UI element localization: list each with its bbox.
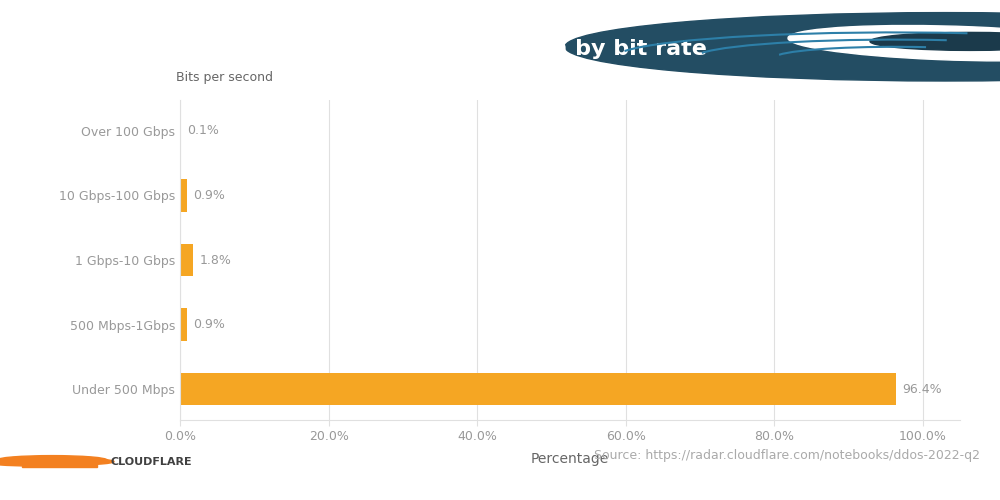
Text: 0.9%: 0.9% (193, 318, 225, 331)
Text: 96.4%: 96.4% (902, 383, 942, 396)
Text: Source: https://radar.cloudflare.com/notebooks/ddos-2022-q2: Source: https://radar.cloudflare.com/not… (594, 450, 980, 462)
Circle shape (565, 12, 1000, 81)
X-axis label: Percentage: Percentage (531, 452, 609, 466)
Text: 0.1%: 0.1% (187, 124, 219, 137)
Bar (180, 244, 193, 276)
FancyBboxPatch shape (22, 461, 97, 467)
Ellipse shape (788, 26, 1000, 61)
Circle shape (30, 458, 114, 465)
Text: Network-Layer DDoS Attacks - Distribution by bit rate: Network-Layer DDoS Attacks - Distributio… (30, 40, 707, 60)
Bar (180, 373, 896, 406)
Circle shape (0, 456, 107, 464)
Circle shape (870, 32, 1000, 50)
Text: CLOUDFLARE: CLOUDFLARE (110, 458, 192, 468)
Circle shape (0, 459, 77, 466)
Text: 1.8%: 1.8% (199, 254, 231, 266)
Text: 0.9%: 0.9% (193, 189, 225, 202)
Bar (180, 308, 187, 341)
Bar (180, 179, 187, 212)
Text: Bits per second: Bits per second (176, 71, 273, 84)
